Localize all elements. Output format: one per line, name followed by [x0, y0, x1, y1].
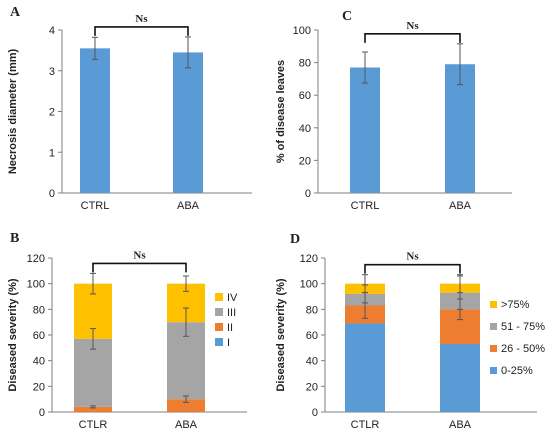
significance-bracket	[92, 262, 187, 273]
bar	[445, 64, 475, 193]
y-tick-label: 0	[39, 407, 45, 419]
y-axis-label: Diseased severity (%)	[7, 278, 19, 391]
significance-bracket	[94, 26, 189, 36]
bar-segment	[345, 323, 385, 412]
y-tick-label: 2	[49, 107, 55, 119]
y-tick-label: 40	[299, 123, 311, 135]
y-tick-label: 60	[33, 330, 45, 342]
y-tick-label: 60	[306, 330, 318, 342]
bar-segment	[74, 338, 112, 407]
panel-letter: B	[10, 231, 19, 246]
y-tick-label: 1	[49, 147, 55, 159]
legend-swatch	[490, 301, 497, 308]
y-tick-label: 80	[299, 58, 311, 70]
bar-segment	[167, 399, 205, 412]
significance-bracket	[364, 33, 461, 43]
y-tick-label: 60	[299, 90, 311, 102]
y-tick-label: 100	[27, 279, 45, 291]
y-tick-label: 120	[27, 253, 45, 265]
x-tick-label: ABA	[175, 419, 198, 431]
x-tick-label: CTRL	[81, 200, 110, 212]
x-tick-label: CTLR	[351, 419, 380, 431]
legend-label: 0-25%	[501, 365, 533, 377]
x-tick-label: ABA	[449, 200, 472, 212]
y-tick-label: 20	[299, 155, 311, 167]
legend-label: I	[227, 337, 230, 349]
bar	[350, 67, 380, 193]
legend-label: 51 - 75%	[501, 321, 545, 333]
legend-swatch	[215, 338, 223, 346]
significance-label: Ns	[133, 249, 146, 261]
chart-panel-c: C 0 20 40 60 80 100 % of disease leaves CTRL ABA N…	[275, 9, 512, 212]
panel-letter: D	[290, 232, 300, 247]
legend-swatch	[490, 367, 497, 374]
legend-label: 26 - 50%	[501, 343, 545, 355]
x-tick-label: ABA	[177, 200, 200, 212]
y-tick-label: 3	[49, 66, 55, 78]
y-tick-label: 40	[33, 356, 45, 368]
legend-swatch	[215, 308, 223, 316]
y-axis-label: Diseased severity (%)	[275, 278, 287, 391]
significance-label: Ns	[406, 20, 419, 32]
y-tick-label: 120	[300, 253, 318, 265]
legend-swatch	[490, 323, 497, 330]
bar	[80, 48, 110, 194]
x-tick-label: ABA	[449, 419, 472, 431]
y-tick-label: 80	[306, 304, 318, 316]
y-tick-label: 4	[49, 25, 55, 37]
y-tick-label: 0	[305, 188, 311, 200]
significance-label: Ns	[135, 13, 148, 25]
y-tick-label: 40	[306, 356, 318, 368]
y-tick-label: 20	[33, 381, 45, 393]
panel-letter: A	[10, 5, 21, 20]
legend-label: IV	[227, 292, 238, 304]
panel-letter: C	[342, 9, 352, 24]
chart-panel-a: A 0 1 2 3 4 Necrosis diameter (mm) CTRL ABA Ns	[7, 5, 252, 212]
significance-label: Ns	[406, 251, 419, 263]
legend-swatch	[215, 323, 223, 331]
bar-segment	[74, 406, 112, 412]
y-tick-label: 100	[293, 25, 311, 37]
bar-segment	[440, 343, 480, 412]
y-tick-label: 0	[312, 407, 318, 419]
chart-panel-d: D 0 20 40 60 80 100 120 Diseased severity (%) CTL…	[275, 232, 545, 431]
significance-bracket	[364, 263, 461, 274]
chart-panel-b: B 0 20 40 60 80 100 120 Diseased severity (%) CTL…	[7, 231, 247, 431]
y-tick-label: 0	[49, 188, 55, 200]
legend-swatch	[215, 293, 223, 301]
x-tick-label: CTRL	[351, 200, 380, 212]
legend-label: >75%	[501, 299, 530, 311]
x-tick-label: CTLR	[79, 419, 108, 431]
y-tick-label: 20	[306, 381, 318, 393]
legend-swatch	[490, 345, 497, 352]
legend-label: II	[227, 322, 233, 334]
y-tick-label: 80	[33, 304, 45, 316]
y-axis-label: % of disease leaves	[275, 60, 287, 163]
y-axis-label: Necrosis diameter (mm)	[7, 49, 19, 175]
legend-label: III	[227, 307, 236, 319]
y-tick-label: 100	[300, 279, 318, 291]
bar	[173, 52, 203, 193]
